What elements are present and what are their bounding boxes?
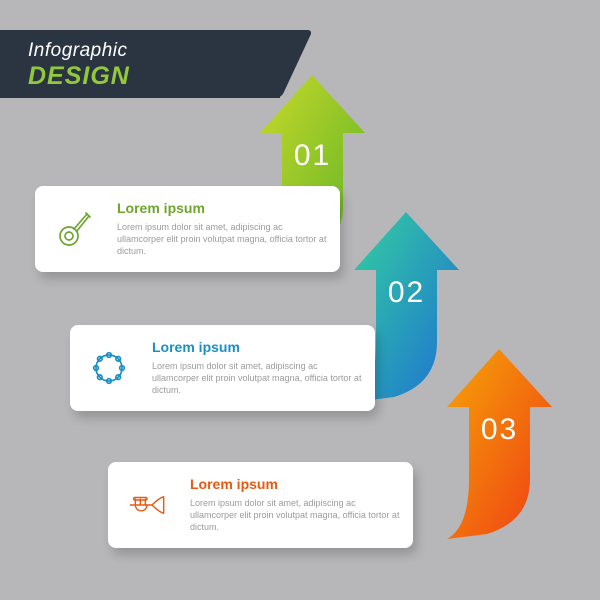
canvas: Infographic DESIGN 01Lorem ipsumLorem ip… (0, 0, 600, 600)
step-number-1: 01 (260, 139, 365, 173)
header-banner: Infographic DESIGN (0, 30, 280, 98)
step-number-3: 03 (447, 413, 552, 447)
card-title-2: Lorem ipsum (152, 339, 367, 355)
info-card-3: Lorem ipsum Lorem ipsum dolor sit amet, a… (108, 462, 413, 548)
card-body-1: Lorem ipsum dolor sit amet, adipiscing a… (117, 221, 332, 257)
trumpet-icon (108, 462, 186, 548)
card-title-1: Lorem ipsum (117, 200, 332, 216)
info-card-2: Lorem ipsum Lorem ipsum dolor sit amet, a… (70, 325, 375, 411)
card-body-2: Lorem ipsum dolor sit amet, adipiscing a… (152, 360, 367, 396)
header-line2: DESIGN (28, 62, 280, 91)
header-line1: Infographic (28, 40, 280, 62)
tambourine-icon (70, 325, 148, 411)
info-card-1: Lorem ipsum Lorem ipsum dolor sit amet, a… (35, 186, 340, 272)
step-arrow-3: 03 (447, 349, 552, 539)
card-title-3: Lorem ipsum (190, 476, 405, 492)
step-number-2: 02 (354, 276, 459, 310)
card-body-3: Lorem ipsum dolor sit amet, adipiscing a… (190, 497, 405, 533)
banjo-icon (35, 186, 113, 272)
